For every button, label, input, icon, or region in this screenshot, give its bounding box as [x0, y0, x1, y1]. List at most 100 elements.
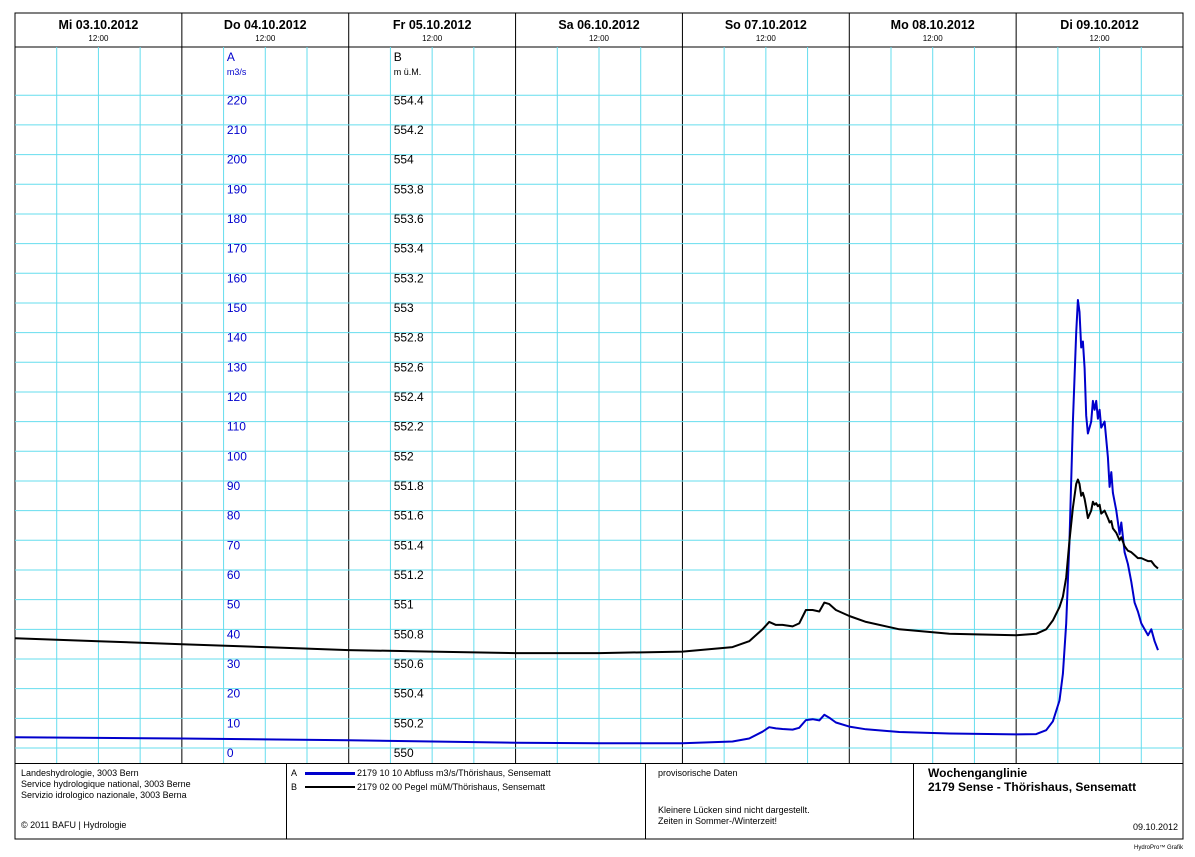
noon-label: 12:00	[88, 34, 109, 43]
axis-b-tick-label: 551.4	[394, 538, 424, 552]
axis-a-tick-label: 30	[227, 657, 241, 671]
axis-b-tick-label: 552.6	[394, 360, 424, 374]
axis-a-tick-label: 210	[227, 123, 247, 137]
axis-b-tick-label: 552.8	[394, 331, 424, 345]
legend-text: 2179 10 10 Abfluss m3/s/Thörishaus, Sens…	[357, 768, 551, 778]
axis-a-tick-label: 10	[227, 716, 241, 730]
axis-a-tick-label: 80	[227, 509, 241, 523]
chart-date: 09.10.2012	[1132, 822, 1178, 832]
axis-a-tick-label: 140	[227, 331, 247, 345]
day-labels: Mi 03.10.2012 12:00 Do 04.10.2012 12:00 Fr 0…	[58, 18, 1138, 43]
noon-label: 12:00	[589, 34, 610, 43]
day-label: Di 09.10.2012	[1060, 18, 1139, 32]
axis-a-tick-label: 120	[227, 390, 247, 404]
axis-b-tick-label: 551.2	[394, 568, 424, 582]
legend: A 2179 10 10 Abfluss m3/s/Thörishaus, Se…	[291, 768, 641, 844]
axis-b-tick-label: 553.8	[394, 182, 424, 196]
legend-item-a: A 2179 10 10 Abfluss m3/s/Thörishaus, Se…	[291, 768, 641, 782]
axis-b-tick-label: 553.6	[394, 212, 424, 226]
axis-b-name: B	[394, 50, 402, 64]
axis-a-tick-label: 190	[227, 182, 247, 196]
axis-b-tick-label: 550.4	[394, 687, 424, 701]
axis-a-tick-label: 90	[227, 479, 241, 493]
title-block: Wochenganglinie 2179 Sense - Thörishaus,…	[928, 766, 1178, 842]
axis-b-unit: m ü.M.	[394, 67, 422, 77]
axis-a-tick-label: 160	[227, 271, 247, 285]
day-label: Sa 06.10.2012	[558, 18, 639, 32]
axis-a-tick-label: 200	[227, 153, 247, 167]
org-line: Servizio idrologico nazionale, 3003 Bern…	[21, 790, 187, 800]
series-line-b	[14, 478, 1159, 655]
axis-b-tick-label: 550.8	[394, 627, 424, 641]
axis-b-tick-label: 552.2	[394, 420, 424, 434]
day-label: Mi 03.10.2012	[58, 18, 138, 32]
axis-a-tick-label: 40	[227, 627, 241, 641]
axis-b-tick-label: 550.2	[394, 716, 424, 730]
axis-a-tick-label: 100	[227, 449, 247, 463]
axis-b-tick-label: 552	[394, 449, 414, 463]
footer-divider	[913, 763, 914, 839]
legend-text: 2179 02 00 Pegel müM/Thörishaus, Sensema…	[357, 782, 546, 792]
axis-b-tick-label: 553.2	[394, 271, 424, 285]
axis-a: Am3/s 0 10 20 30 40 50 60 70 80 90 100 110 120 130 140 1…	[227, 50, 247, 760]
day-label: Do 04.10.2012	[224, 18, 307, 32]
axis-b-tick-label: 554.2	[394, 123, 424, 137]
day-label: So 07.10.2012	[725, 18, 807, 32]
axis-b-tick-label: 554	[394, 153, 414, 167]
noon-label: 12:00	[422, 34, 443, 43]
axis-b: Bm ü.M. 550 550.2 550.4 550.6 550.8 551 551.2 55…	[394, 50, 424, 760]
axis-a-name: A	[227, 50, 235, 64]
legend-swatch-b	[305, 786, 355, 788]
axis-a-tick-label: 220	[227, 93, 247, 107]
axis-a-tick-label: 20	[227, 687, 241, 701]
axis-a-unit: m3/s	[227, 67, 247, 77]
org-block: Landeshydrologie, 3003 Bern Service hydr…	[21, 768, 281, 844]
axis-b-tick-label: 550.6	[394, 657, 424, 671]
note-line: Zeiten in Sommer-/Winterzeit!	[658, 816, 778, 826]
footer-divider	[645, 763, 646, 839]
axis-a-tick-label: 50	[227, 598, 241, 612]
axis-a-tick-label: 170	[227, 242, 247, 256]
org-line: Landeshydrologie, 3003 Bern	[21, 768, 139, 778]
footer: Landeshydrologie, 3003 Bern Service hydr…	[15, 763, 1183, 839]
axis-b-tick-label: 551.6	[394, 509, 424, 523]
day-label: Fr 05.10.2012	[393, 18, 472, 32]
org-line: Service hydrologique national, 3003 Bern…	[21, 779, 191, 789]
title-line: Wochenganglinie	[928, 766, 1028, 780]
axis-a-tick-label: 180	[227, 212, 247, 226]
day-label: Mo 08.10.2012	[891, 18, 975, 32]
axis-b-tick-label: 550	[394, 746, 414, 760]
note-line: Kleinere Lücken sind nicht dargestellt.	[658, 805, 810, 815]
notes-block: provisorische Daten Kleinere Lücken sind…	[658, 768, 908, 844]
legend-key: A	[291, 768, 298, 778]
noon-label: 12:00	[255, 34, 276, 43]
title-line: 2179 Sense - Thörishaus, Sensematt	[928, 780, 1137, 794]
legend-key: B	[291, 782, 298, 792]
outer-frame	[14, 12, 1184, 840]
credit: HydroPro™ Grafik	[1133, 845, 1183, 851]
axis-a-tick-label: 130	[227, 360, 247, 374]
noon-label: 12:00	[1090, 34, 1111, 43]
axis-b-tick-label: 553.4	[394, 242, 424, 256]
axis-b-tick-label: 553	[394, 301, 414, 315]
grid	[15, 13, 1183, 763]
noon-label: 12:00	[923, 34, 944, 43]
status-text: provisorische Daten	[658, 768, 738, 778]
series	[14, 299, 1159, 745]
axis-a-tick-label: 110	[227, 420, 246, 434]
footer-divider	[286, 763, 287, 839]
axis-b-tick-label: 554.4	[394, 93, 424, 107]
axis-b-tick-label: 552.4	[394, 390, 424, 404]
series-line-a	[14, 299, 1159, 745]
axis-b-tick-label: 551	[394, 598, 414, 612]
axis-a-tick-label: 60	[227, 568, 241, 582]
noon-label: 12:00	[756, 34, 777, 43]
axis-a-tick-label: 0	[227, 746, 234, 760]
copyright: © 2011 BAFU | Hydrologie	[21, 820, 127, 830]
legend-swatch-a	[305, 772, 355, 775]
axis-a-tick-label: 150	[227, 301, 247, 315]
legend-item-b: B 2179 02 00 Pegel müM/Thörishaus, Sense…	[291, 782, 641, 796]
axis-b-tick-label: 551.8	[394, 479, 424, 493]
axis-a-tick-label: 70	[227, 538, 241, 552]
